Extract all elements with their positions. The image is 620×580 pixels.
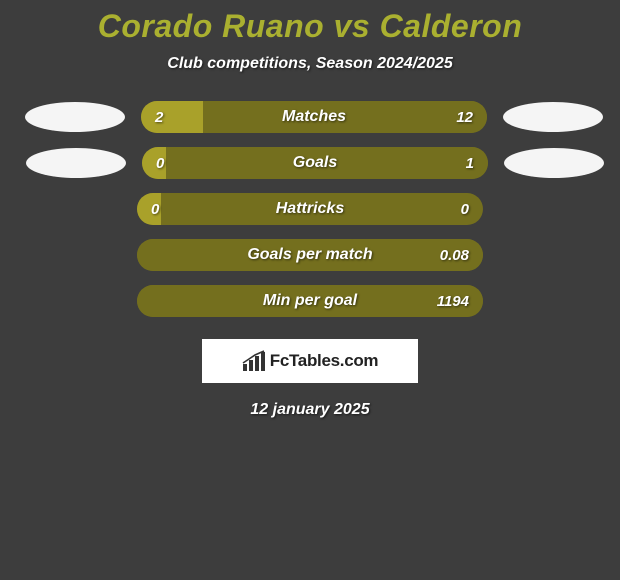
player-badge-left xyxy=(26,148,126,178)
infographic-container: Corado Ruano vs Calderon Club competitio… xyxy=(0,0,620,419)
stat-bar: Hattricks0 0 xyxy=(137,193,483,225)
stat-value-right: 12 xyxy=(456,101,473,133)
badge-placeholder xyxy=(499,240,599,270)
stat-bar: Matches212 xyxy=(141,101,487,133)
bar-segment-right xyxy=(137,239,483,271)
stat-value-left: 0 xyxy=(156,147,164,179)
stat-bar: Min per goal1194 xyxy=(137,285,483,317)
date-label: 12 january 2025 xyxy=(0,401,620,419)
stat-bar: Goals per match0.08 xyxy=(137,239,483,271)
stat-row: Hattricks0 0 xyxy=(0,193,620,225)
subtitle: Club competitions, Season 2024/2025 xyxy=(0,55,620,73)
stat-row: Goals per match0.08 xyxy=(0,239,620,271)
logo-box: FcTables.com xyxy=(202,339,418,383)
badge-placeholder xyxy=(499,286,599,316)
stat-value-right: 0 xyxy=(461,193,469,225)
page-title: Corado Ruano vs Calderon xyxy=(0,8,620,45)
stat-row: Matches212 xyxy=(0,101,620,133)
bar-segment-right xyxy=(137,285,483,317)
stat-value-left: 0 xyxy=(151,193,159,225)
stat-label: Hattricks xyxy=(137,193,483,225)
stat-row: Goals01 xyxy=(0,147,620,179)
logo-text: FcTables.com xyxy=(270,351,379,371)
player-badge-right xyxy=(504,148,604,178)
badge-placeholder xyxy=(21,240,121,270)
stat-value-right: 0.08 xyxy=(440,239,469,271)
stat-value-right: 1 xyxy=(466,147,474,179)
player-badge-right xyxy=(503,102,603,132)
bar-segment-right xyxy=(203,101,487,133)
bar-segment-right xyxy=(166,147,488,179)
stats-rows: Matches212Goals01Hattricks00Goals per ma… xyxy=(0,101,620,317)
stat-row: Min per goal1194 xyxy=(0,285,620,317)
stat-bar: Goals01 xyxy=(142,147,488,179)
bar-segment-left xyxy=(141,101,203,133)
stat-value-left: 2 xyxy=(155,101,163,133)
badge-placeholder xyxy=(21,286,121,316)
badge-placeholder xyxy=(499,194,599,224)
stat-value-right: 1194 xyxy=(437,285,469,317)
logo-chart-icon xyxy=(242,350,266,372)
badge-placeholder xyxy=(21,194,121,224)
player-badge-left xyxy=(25,102,125,132)
